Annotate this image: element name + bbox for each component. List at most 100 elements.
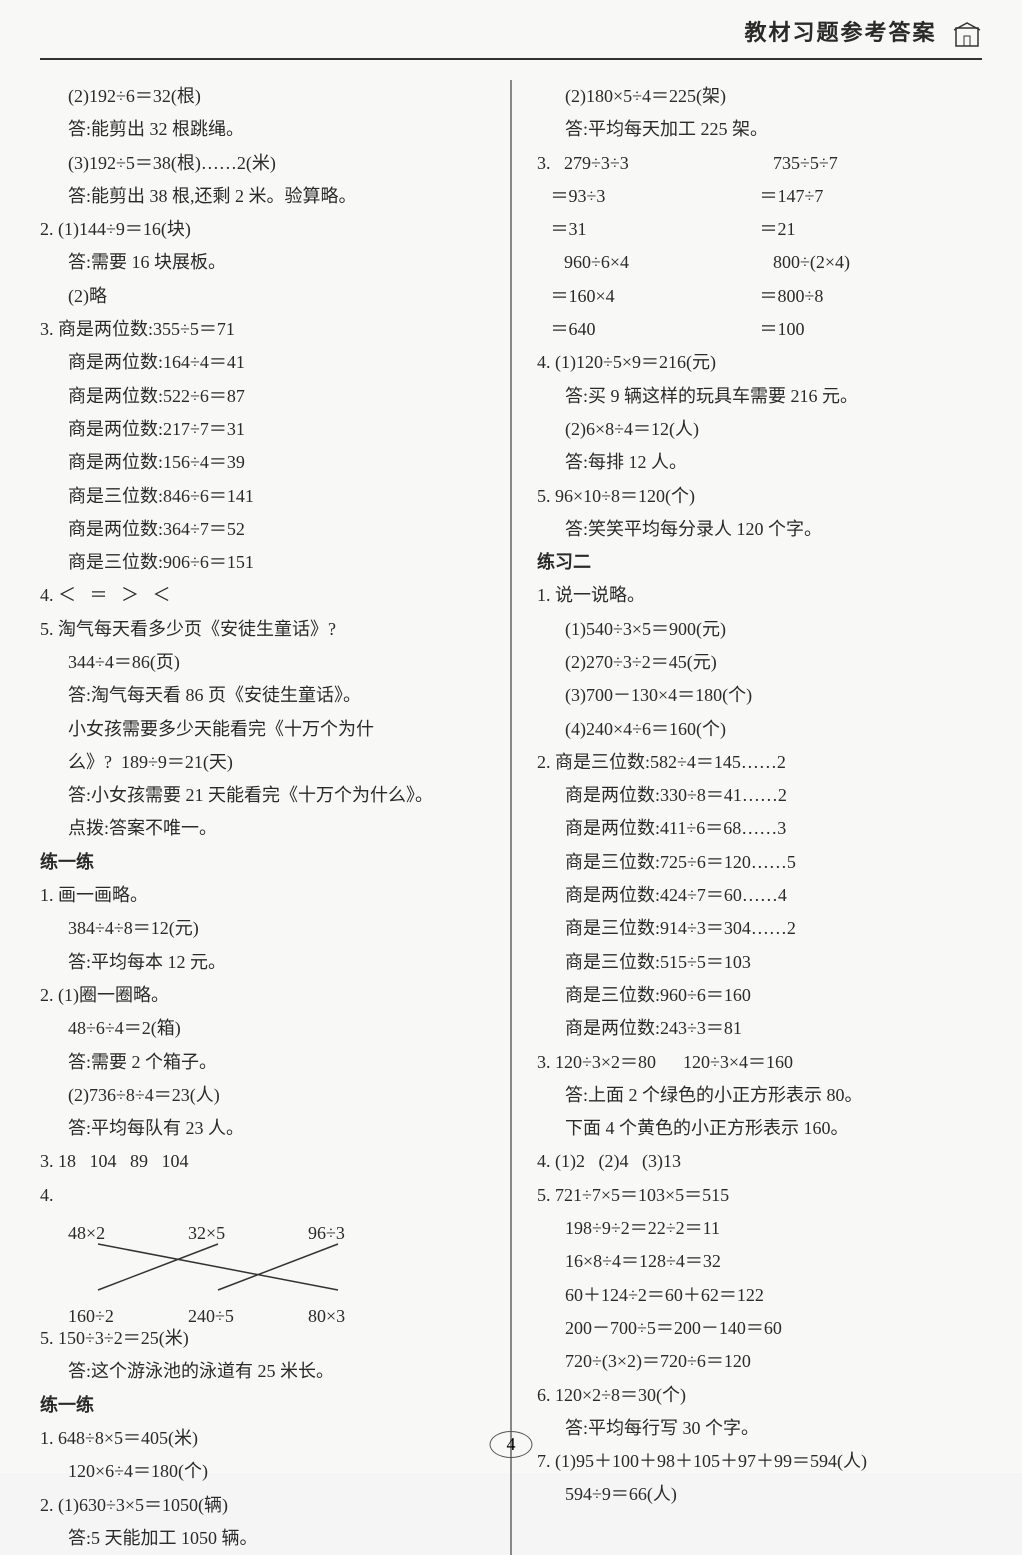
text-line: 答:这个游泳池的泳道有 25 米长。 [40, 1355, 485, 1388]
page-number: 4 [490, 1431, 533, 1458]
text-line: 3. 商是两位数:355÷5＝71 [40, 313, 485, 346]
calc-left: 3. 279÷3÷3 ＝93÷3 ＝31 960÷6×4 ＝160×4 ＝640 [537, 147, 760, 347]
text-line: 点拨:答案不唯一。 [40, 812, 485, 845]
text-line: 60＋124÷2＝60＋62＝122 [537, 1279, 982, 1312]
text-line: 答:每排 12 人。 [537, 446, 982, 479]
calc-line: ＝160×4 [537, 280, 760, 313]
text-line: 2. (1)144÷9＝16(块) [40, 213, 485, 246]
text-line: 2. 商是三位数:582÷4＝145……2 [537, 746, 982, 779]
text-line: 6. 120×2÷8＝30(个) [537, 1379, 982, 1412]
header-title: 教材习题参考答案 [744, 20, 936, 45]
text-line: 2. (1)630÷3×5＝1050(辆) [40, 1489, 485, 1522]
match-lines [68, 1242, 388, 1292]
match-bottom-item: 160÷2 [68, 1300, 148, 1333]
calc-line: ＝100 [760, 313, 983, 346]
text-line: 1. 648÷8×5＝405(米) [40, 1422, 485, 1455]
page-header: 教材习题参考答案 [40, 15, 982, 60]
text-line: 答:上面 2 个绿色的小正方形表示 80。 [537, 1079, 982, 1112]
text-line: 5. 淘气每天看多少页《安徒生童话》? [40, 613, 485, 646]
left-column: (2)192÷6＝32(根)答:能剪出 32 根跳绳。(3)192÷5＝38(根… [40, 80, 485, 1555]
text-line: 答:平均每行写 30 个字。 [537, 1412, 982, 1445]
text-line: (3)192÷5＝38(根)……2(米) [40, 147, 485, 180]
text-line: 商是三位数:914÷3＝304……2 [537, 912, 982, 945]
match-bottom-item: 80×3 [308, 1300, 388, 1333]
text-line: 4. (1)120÷5×9＝216(元) [537, 346, 982, 379]
text-line: 商是两位数:164÷4＝41 [40, 346, 485, 379]
calc-line: 800÷(2×4) [760, 246, 983, 279]
text-line: 商是两位数:424÷7＝60……4 [537, 879, 982, 912]
text-line: 5. 721÷7×5＝103×5＝515 [537, 1179, 982, 1212]
calc-right: 735÷5÷7＝147÷7＝21 800÷(2×4)＝800÷8＝100 [760, 147, 983, 347]
text-line: (2)736÷8÷4＝23(人) [40, 1079, 485, 1112]
text-line: 商是两位数:330÷8＝41……2 [537, 779, 982, 812]
text-line: (3)700－130×4＝180(个) [537, 679, 982, 712]
text-line: 答:平均每天加工 225 架。 [537, 113, 982, 146]
text-line: 小女孩需要多少天能看完《十万个为什 [40, 713, 485, 746]
match-diagram: 48×232×596÷3160÷2240÷580×3 [68, 1217, 485, 1317]
text-line: 48÷6÷4＝2(箱) [40, 1012, 485, 1045]
text-line: 商是三位数:515÷5＝103 [537, 946, 982, 979]
header-icon [952, 20, 982, 50]
text-line: 答:需要 16 块展板。 [40, 246, 485, 279]
match-bottom-row: 160÷2240÷580×3 [68, 1300, 485, 1333]
text-line: (2)270÷3÷2＝45(元) [537, 646, 982, 679]
text-line: 2. (1)圈一圈略。 [40, 979, 485, 1012]
text-line: 答:淘气每天看 86 页《安徒生童话》。 [40, 679, 485, 712]
text-line: 200－700÷5＝200－140＝60 [537, 1312, 982, 1345]
text-line: 答:能剪出 32 根跳绳。 [40, 113, 485, 146]
text-line: 商是三位数:906÷6＝151 [40, 546, 485, 579]
text-line: 120×6÷4＝180(个) [40, 1455, 485, 1488]
text-line: 1. 画一画略。 [40, 879, 485, 912]
text-line: 答:笑笑平均每分录人 120 个字。 [537, 513, 982, 546]
text-line: 198÷9÷2＝22÷2＝11 [537, 1212, 982, 1245]
text-line: (2)6×8÷4＝12(人) [537, 413, 982, 446]
calc-line: ＝31 [537, 213, 760, 246]
section-heading: 练习二 [537, 546, 982, 579]
text-line: 商是三位数:960÷6＝160 [537, 979, 982, 1012]
calc-line: 735÷5÷7 [760, 147, 983, 180]
section-heading: 练一练 [40, 1389, 485, 1422]
text-line: 3. 18 104 89 104 [40, 1145, 485, 1178]
calc-line: ＝93÷3 [537, 180, 760, 213]
page-number-container: 4 [490, 1431, 533, 1458]
text-line: 商是两位数:156÷4＝39 [40, 446, 485, 479]
text-line: 4. [40, 1179, 485, 1212]
text-line: 344÷4＝86(页) [40, 646, 485, 679]
text-line: 商是三位数:846÷6＝141 [40, 480, 485, 513]
calc-line: ＝21 [760, 213, 983, 246]
text-line: 商是两位数:411÷6＝68……3 [537, 812, 982, 845]
calc-line: ＝640 [537, 313, 760, 346]
text-line: 答:买 9 辆这样的玩具车需要 216 元。 [537, 380, 982, 413]
text-line: (1)540÷3×5＝900(元) [537, 613, 982, 646]
text-line: 商是两位数:243÷3＝81 [537, 1012, 982, 1045]
section-heading: 练一练 [40, 846, 485, 879]
text-line: 商是三位数:725÷6＝120……5 [537, 846, 982, 879]
text-line: 商是两位数:364÷7＝52 [40, 513, 485, 546]
text-line: (2)略 [40, 280, 485, 313]
text-line: 1. 说一说略。 [537, 579, 982, 612]
text-line: (2)180×5÷4＝225(架) [537, 80, 982, 113]
page-container: 教材习题参考答案 (2)192÷6＝32(根)答:能剪出 32 根跳绳。(3)1… [0, 0, 1022, 1473]
text-line: 答:平均每队有 23 人。 [40, 1112, 485, 1145]
text-line: 答:平均每本 12 元。 [40, 946, 485, 979]
text-line: 594÷9＝66(人) [537, 1478, 982, 1511]
calc-line: 3. 279÷3÷3 [537, 147, 760, 180]
text-line: 720÷(3×2)＝720÷6＝120 [537, 1345, 982, 1378]
calc-line: 960÷6×4 [537, 246, 760, 279]
text-line: 商是两位数:217÷7＝31 [40, 413, 485, 446]
text-line: 么》? 189÷9＝21(天) [40, 746, 485, 779]
text-line: 4. ＜ ＝ ＞ ＜ [40, 579, 485, 612]
column-divider [510, 80, 512, 1555]
text-line: 5. 96×10÷8＝120(个) [537, 480, 982, 513]
text-line: 7. (1)95＋100＋98＋105＋97＋99＝594(人) [537, 1445, 982, 1478]
text-line: 答:需要 2 个箱子。 [40, 1046, 485, 1079]
calc-line: ＝147÷7 [760, 180, 983, 213]
text-line: 答:小女孩需要 21 天能看完《十万个为什么》。 [40, 779, 485, 812]
text-line: 答:5 天能加工 1050 辆。 [40, 1522, 485, 1555]
text-line: 4. (1)2 (2)4 (3)13 [537, 1145, 982, 1178]
text-line: 商是两位数:522÷6＝87 [40, 380, 485, 413]
text-line: 3. 120÷3×2＝80 120÷3×4＝160 [537, 1046, 982, 1079]
right-column: (2)180×5÷4＝225(架)答:平均每天加工 225 架。3. 279÷3… [537, 80, 982, 1555]
calc-line: ＝800÷8 [760, 280, 983, 313]
text-line: 答:能剪出 38 根,还剩 2 米。验算略。 [40, 180, 485, 213]
